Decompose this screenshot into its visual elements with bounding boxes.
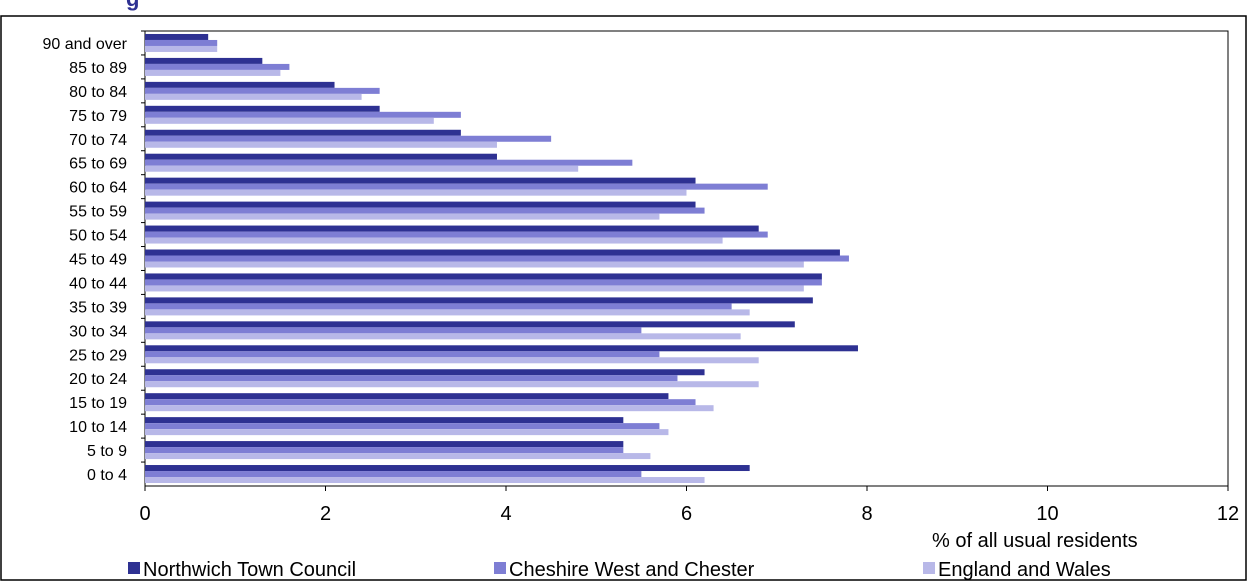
bar — [145, 93, 362, 100]
bar — [145, 351, 660, 358]
y-tick-label: 30 to 34 — [69, 323, 127, 340]
bar — [145, 297, 813, 304]
y-tick-label: 55 to 59 — [69, 204, 127, 221]
legend-label: England and Wales — [938, 559, 1111, 581]
y-tick-label: 70 to 74 — [69, 132, 127, 149]
bar — [145, 441, 624, 448]
y-tick-label: 50 to 54 — [69, 228, 127, 245]
bar — [145, 447, 624, 454]
bar — [145, 399, 696, 406]
bar — [145, 57, 263, 64]
y-tick-label: 20 to 24 — [69, 371, 127, 388]
bar — [145, 141, 497, 148]
bar — [145, 345, 858, 352]
chart-title: g — [126, 0, 139, 11]
bar — [145, 33, 209, 40]
bar — [145, 111, 461, 118]
bar — [145, 321, 795, 328]
bar — [145, 231, 768, 238]
bar — [145, 129, 461, 136]
bar — [145, 429, 669, 436]
y-tick-label: 0 to 4 — [87, 467, 127, 484]
bar — [145, 423, 660, 430]
bar — [145, 327, 642, 334]
bar — [145, 369, 705, 376]
x-tick-label: 6 — [681, 503, 692, 525]
bar — [145, 453, 651, 460]
bar — [145, 117, 434, 124]
bar — [145, 393, 669, 400]
bar — [145, 225, 759, 232]
legend-swatch — [923, 562, 935, 574]
bar — [145, 333, 741, 340]
y-tick-label: 40 to 44 — [69, 275, 127, 292]
legend: Northwich Town Council Cheshire West and … — [128, 559, 1111, 581]
bar — [145, 81, 335, 88]
y-tick-label: 85 to 89 — [69, 60, 127, 77]
bar — [145, 417, 624, 424]
bar — [145, 45, 218, 52]
bar — [145, 279, 822, 286]
bar — [145, 261, 804, 268]
bars — [145, 33, 858, 484]
bar — [145, 63, 290, 70]
bar — [145, 375, 678, 382]
y-tick-label: 75 to 79 — [69, 108, 127, 125]
bar — [145, 303, 732, 310]
bar — [145, 87, 380, 94]
bar — [145, 105, 380, 112]
bar — [145, 213, 660, 220]
x-axis: 0 2 4 6 8 10 12 — [139, 486, 1239, 525]
y-tick-label: 65 to 69 — [69, 156, 127, 173]
outer-border — [0, 15, 1247, 581]
x-tick-label: 12 — [1217, 503, 1239, 525]
x-tick-label: 8 — [861, 503, 872, 525]
bar — [145, 465, 750, 472]
bar — [145, 177, 696, 184]
y-tick-label: 80 to 84 — [69, 84, 127, 101]
x-tick-label: 0 — [139, 503, 150, 525]
legend-swatch — [494, 562, 506, 574]
bar — [145, 201, 696, 208]
y-tick-label: 90 and over — [42, 36, 127, 53]
bar — [145, 405, 714, 412]
y-tick-label: 35 to 39 — [69, 299, 127, 316]
bar — [145, 69, 281, 76]
x-tick-label: 4 — [500, 503, 511, 525]
bar — [145, 207, 705, 214]
legend-label: Northwich Town Council — [143, 559, 356, 581]
x-tick-label: 2 — [320, 503, 331, 525]
y-tick-label: 60 to 64 — [69, 180, 127, 197]
bar — [145, 357, 759, 364]
bar — [145, 39, 218, 46]
bar — [145, 477, 705, 484]
y-tick-label: 25 to 29 — [69, 347, 127, 364]
x-tick-label: 10 — [1036, 503, 1058, 525]
y-tick-label: 5 to 9 — [87, 443, 127, 460]
bar — [145, 135, 552, 142]
legend-swatch — [128, 562, 140, 574]
y-axis: 0 to 4 5 to 9 10 to 14 15 to 19 20 to 24 25 t… — [42, 30, 145, 484]
y-tick-label: 15 to 19 — [69, 395, 127, 412]
bar — [145, 183, 768, 190]
bar — [145, 159, 633, 166]
bar — [145, 285, 804, 292]
bar — [145, 153, 497, 160]
legend-label: Cheshire West and Chester — [509, 559, 755, 581]
bar — [145, 165, 579, 172]
bar — [145, 237, 723, 244]
y-tick-label: 45 to 49 — [69, 252, 127, 269]
bar — [145, 381, 759, 388]
bar — [145, 471, 642, 478]
bar — [145, 189, 687, 196]
y-tick-label: 10 to 14 — [69, 419, 127, 436]
bar — [145, 273, 822, 280]
bar — [145, 249, 840, 256]
x-axis-title: % of all usual residents — [932, 530, 1138, 552]
bar — [145, 309, 750, 316]
bar — [145, 255, 849, 262]
